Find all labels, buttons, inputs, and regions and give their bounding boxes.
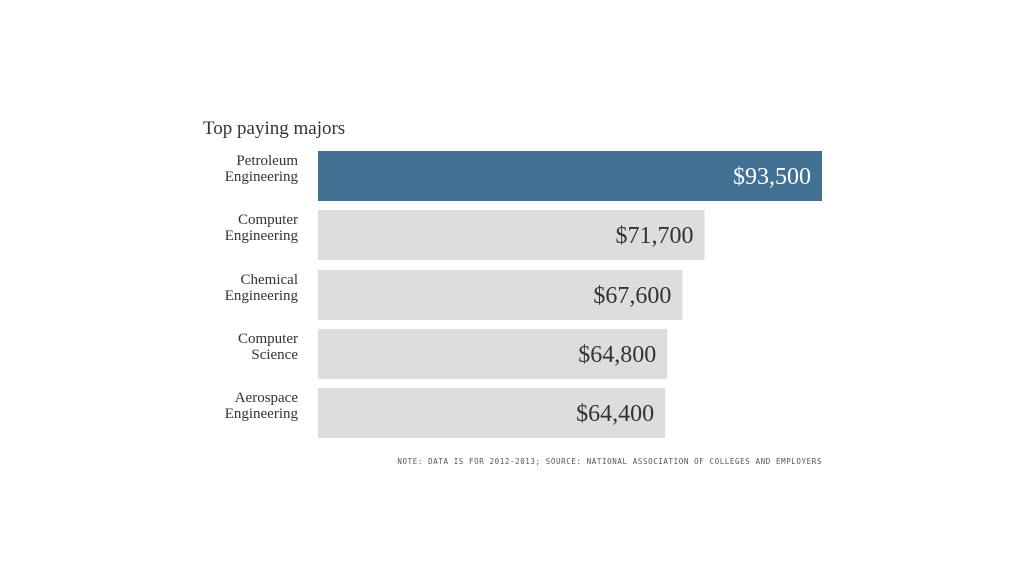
category-label-3-line-1: Science: [251, 347, 298, 363]
chart-title: Top paying majors: [203, 118, 346, 139]
bar-3: [318, 329, 668, 379]
category-label-4-line-1: Engineering: [225, 406, 299, 422]
source-note: NOTE: DATA IS FOR 2012-2013; SOURCE: NAT…: [397, 457, 822, 466]
bar-0: [318, 151, 822, 201]
value-label-4: $64,400: [576, 401, 654, 427]
bar-2: [318, 270, 683, 320]
bar-4: [318, 388, 666, 438]
value-label-3: $64,800: [578, 342, 656, 368]
category-label-0-line-0: Petroleum: [236, 153, 298, 169]
category-label-1-line-0: Computer: [238, 212, 298, 228]
value-label-2: $67,600: [593, 283, 671, 309]
category-label-2-line-1: Engineering: [225, 288, 299, 304]
category-label-3-line-0: Computer: [238, 331, 298, 347]
category-label-2-line-0: Chemical: [241, 272, 298, 288]
value-label-0: $93,500: [733, 164, 811, 190]
value-label-1: $71,700: [616, 223, 694, 249]
category-label-1-line-1: Engineering: [225, 228, 299, 244]
category-label-4-line-0: Aerospace: [235, 390, 299, 406]
category-label-0-line-1: Engineering: [225, 169, 299, 185]
bar-1: [318, 210, 705, 260]
